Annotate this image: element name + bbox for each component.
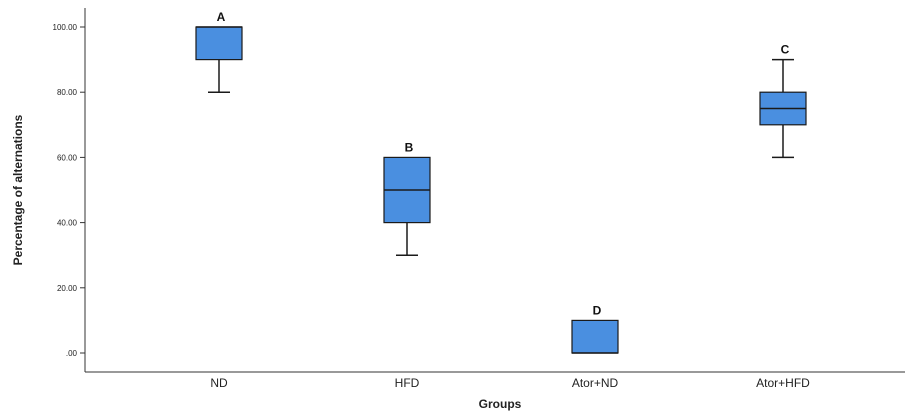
boxes: A B D C [195, 10, 807, 354]
box-group-ator-hfd: C [759, 43, 807, 159]
x-tick-label: Ator+HFD [756, 376, 810, 390]
significance-letter: D [593, 303, 602, 317]
axes [84, 8, 905, 373]
y-tick-label: 40.00 [57, 219, 78, 228]
significance-letter: C [781, 43, 790, 57]
box-group-ator-nd: D [571, 303, 619, 354]
box-group-hfd: B [383, 140, 431, 256]
x-axis-title: Groups [479, 397, 522, 411]
box-group-nd: A [195, 10, 243, 93]
box-iqr [195, 26, 243, 61]
significance-letter: A [217, 10, 226, 24]
y-tick-label: .00 [66, 349, 78, 358]
x-tick-label: HFD [395, 376, 420, 390]
y-axis-title: Percentage of alternations [11, 114, 25, 265]
x-tick-label: Ator+ND [572, 376, 619, 390]
y-tick-label: 80.00 [57, 88, 78, 97]
y-ticks: .00 20.00 40.00 60.00 80.00 100.00 [53, 23, 85, 358]
y-tick-label: 100.00 [53, 23, 78, 32]
y-tick-label: 60.00 [57, 153, 78, 162]
box-iqr [571, 319, 619, 354]
y-tick-label: 20.00 [57, 284, 78, 293]
x-tick-label: ND [210, 376, 228, 390]
significance-letter: B [405, 140, 414, 154]
x-tick-labels: ND HFD Ator+ND Ator+HFD [210, 376, 810, 390]
